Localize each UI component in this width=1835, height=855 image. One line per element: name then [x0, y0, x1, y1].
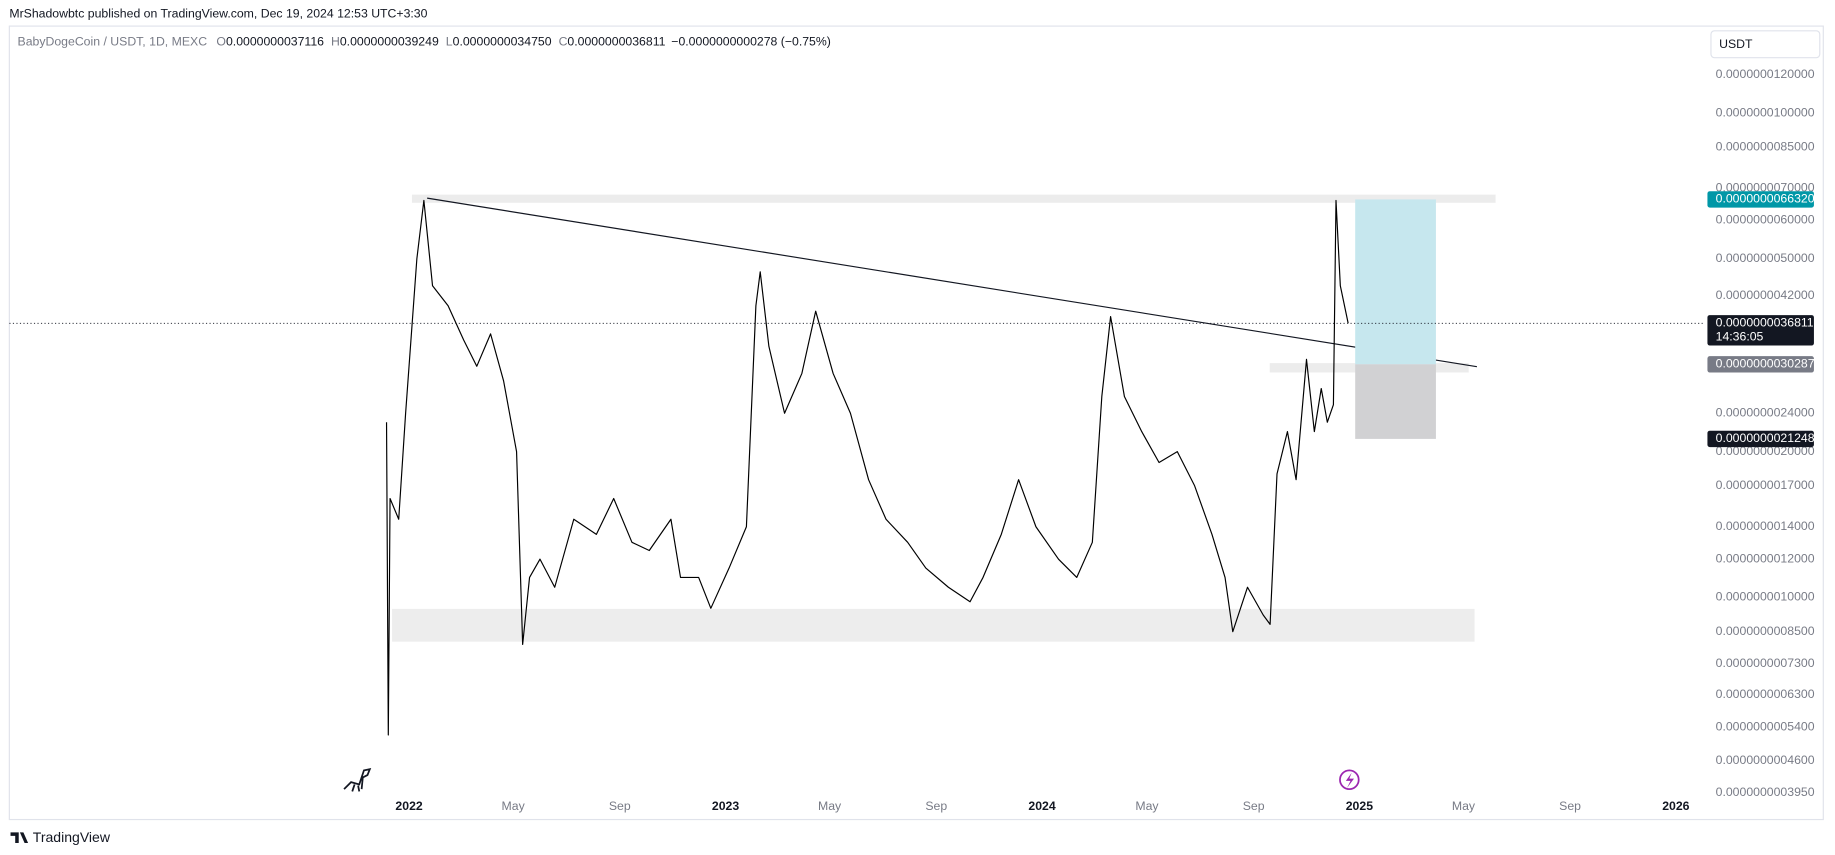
y-tick-label: 0.0000000085000 [1716, 139, 1815, 153]
y-tick-label: 0.0000000060000 [1716, 213, 1815, 227]
y-tick-label: 0.0000000010000 [1716, 590, 1815, 604]
ohlc-value: 0.0000000039249 [340, 35, 439, 49]
y-tick-label: 0.0000000006300 [1716, 687, 1815, 701]
event-icon [1339, 769, 1360, 790]
dino-icon [343, 768, 372, 792]
y-tick-label: 0.0000000120000 [1716, 67, 1815, 81]
tv-logo [10, 832, 29, 843]
target-zone [1355, 199, 1436, 365]
currency-button[interactable] [1710, 30, 1821, 59]
x-tick-label: May [1452, 799, 1476, 813]
resistance-zone [411, 194, 1496, 203]
y-tick-label: 0.0000000005400 [1716, 719, 1815, 733]
x-tick-label: 2026 [1662, 799, 1689, 813]
x-tick-label: Sep [609, 799, 631, 813]
ohlc-key: C [559, 35, 568, 49]
y-tick-label: 0.0000000020000 [1716, 444, 1815, 458]
price-label: 0.0000000036811 [1716, 316, 1814, 330]
y-tick-label: 0.0000000050000 [1716, 251, 1815, 265]
currency[interactable]: USDT [1719, 37, 1753, 51]
trend-line [427, 197, 1477, 368]
change: −0.0000000000278 (−0.75%) [671, 35, 831, 49]
x-tick-label: 2022 [395, 799, 422, 813]
symbol: BabyDogeCoin / USDT, 1D, MEXC [18, 35, 208, 49]
publisher-line: MrShadowbtc published on TradingView.com… [9, 7, 427, 21]
y-tick-label: 0.0000000024000 [1716, 406, 1815, 420]
price-label-box [1707, 356, 1814, 373]
ohlc-key: H [331, 35, 340, 49]
footer-brand: TradingView [33, 829, 111, 845]
legend: BabyDogeCoin / USDT, 1D, MEXC O0.00000000… [18, 35, 831, 49]
y-tick-label: 0.0000000070000 [1716, 180, 1815, 194]
ohlc-value: 0.0000000037116 [226, 35, 324, 49]
chart-frame [8, 25, 1824, 821]
y-tick-label: 0.0000000004600 [1716, 753, 1815, 767]
y-tick-label: 0.0000000012000 [1716, 551, 1815, 565]
x-tick-label: Sep [1559, 799, 1581, 813]
x-tick-label: May [502, 799, 526, 813]
countdown: 14:36:05 [1716, 330, 1764, 344]
price-label: 0.0000000066320 [1716, 192, 1815, 206]
stop-zone [1355, 364, 1436, 439]
y-tick-label: 0.0000000100000 [1716, 105, 1815, 119]
y-tick-label: 0.0000000007300 [1716, 656, 1815, 670]
price-label-box [1707, 430, 1814, 448]
price-label: 0.0000000030287 [1716, 357, 1815, 371]
ohlc-value: 0.0000000034750 [453, 35, 552, 49]
price-label: 0.0000000021248 [1716, 431, 1815, 445]
x-tick-label: Sep [1243, 799, 1265, 813]
ohlc-key: O [216, 35, 226, 49]
x-tick-label: May [818, 799, 842, 813]
price-line [385, 199, 1349, 736]
x-tick-label: Sep [925, 799, 947, 813]
x-tick-label: 2025 [1346, 799, 1373, 813]
y-tick-label: 0.0000000017000 [1716, 478, 1815, 492]
ohlc-value: 0.0000000036811 [567, 35, 665, 49]
x-tick-label: 2023 [712, 799, 739, 813]
ohlc-key: L [446, 35, 453, 49]
y-tick-label: 0.0000000008500 [1716, 624, 1815, 638]
support-zone [392, 608, 1475, 642]
x-tick-label: May [1135, 799, 1159, 813]
x-tick-label: 2024 [1028, 799, 1055, 813]
y-tick-label: 0.0000000042000 [1716, 288, 1815, 302]
price-label-box [1707, 191, 1814, 208]
price-label-box [1707, 315, 1814, 346]
y-tick-label: 0.0000000014000 [1716, 519, 1815, 533]
y-tick-label: 0.0000000003950 [1716, 785, 1815, 799]
